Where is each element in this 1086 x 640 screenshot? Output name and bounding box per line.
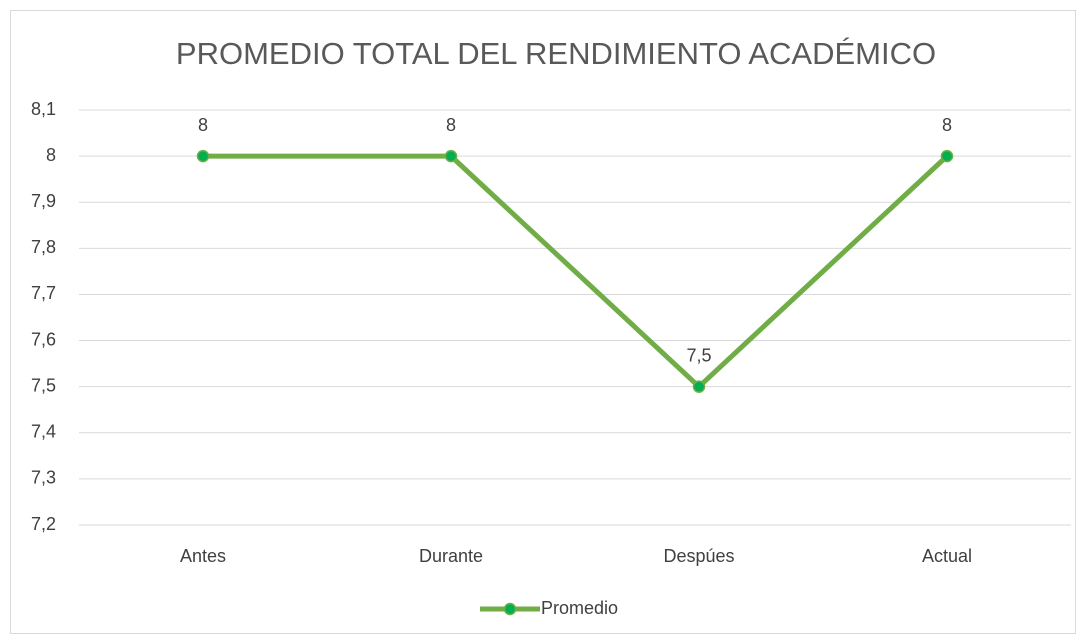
- x-tick-label: Despúes: [663, 546, 734, 566]
- legend-marker: [503, 602, 517, 616]
- y-tick-label: 7,6: [31, 329, 56, 349]
- marker: [692, 380, 706, 393]
- y-tick-label: 8: [46, 145, 56, 165]
- y-tick-label: 7,8: [31, 237, 56, 257]
- marker: [940, 149, 954, 163]
- y-tick-label: 7,2: [31, 514, 56, 534]
- marker: [444, 149, 458, 163]
- data-label: 8: [198, 115, 208, 135]
- y-tick-label: 7,5: [31, 375, 56, 395]
- y-tick-label: 7,7: [31, 283, 56, 303]
- marker: [196, 149, 210, 163]
- series-line: [203, 153, 949, 390]
- x-tick-label: Antes: [180, 546, 226, 566]
- y-tick-label: 7,9: [31, 191, 56, 211]
- legend-label: Promedio: [541, 598, 618, 618]
- x-tick-label: Actual: [922, 546, 972, 566]
- data-label: 7,5: [686, 345, 711, 365]
- chart-frame: [10, 10, 1076, 634]
- y-tick-label: 7,3: [31, 468, 56, 488]
- chart-title: PROMEDIO TOTAL DEL RENDIMIENTO ACADÉMICO: [176, 36, 936, 71]
- y-tick-label: 7,4: [31, 422, 56, 442]
- data-label: 8: [446, 115, 456, 135]
- data-label: 8: [942, 115, 952, 135]
- x-tick-label: Durante: [419, 546, 483, 566]
- y-tick-label: 8,1: [31, 99, 56, 119]
